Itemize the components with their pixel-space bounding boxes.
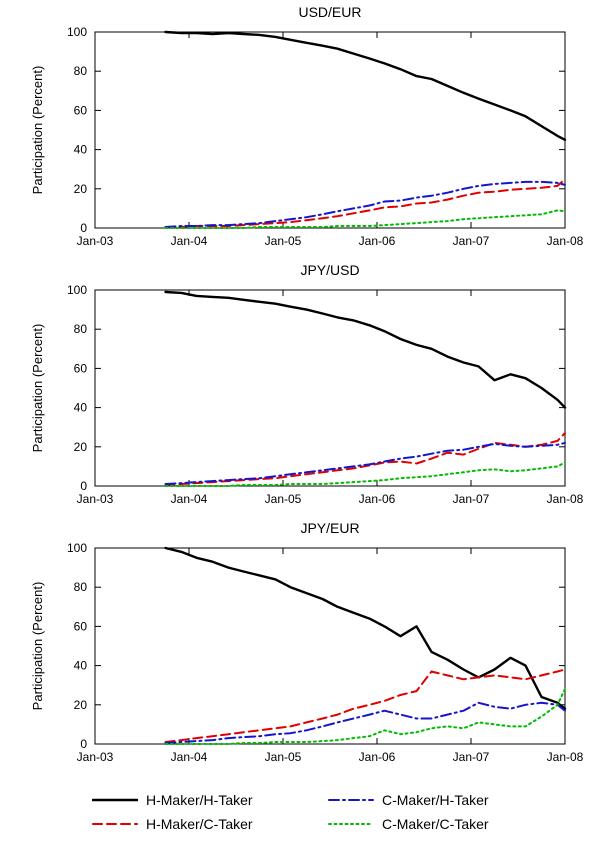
svg-text:Jan-04: Jan-04 bbox=[171, 750, 208, 764]
legend-line-c-maker-c-taker-icon bbox=[328, 823, 374, 825]
svg-text:20: 20 bbox=[74, 698, 88, 712]
svg-text:Jan-03: Jan-03 bbox=[77, 750, 114, 764]
svg-text:Jan-03: Jan-03 bbox=[77, 492, 114, 506]
chart-jpy-eur: Jan-03 Jan-04 Jan-05 Jan-06 Jan-07 Jan-08 0 20 4… bbox=[30, 520, 584, 764]
svg-text:USD/EUR: USD/EUR bbox=[298, 4, 361, 20]
svg-text:60: 60 bbox=[74, 103, 88, 117]
svg-text:0: 0 bbox=[80, 737, 87, 751]
legend-label-c-maker-c-taker: C-Maker/C-Taker bbox=[382, 816, 489, 832]
svg-text:Jan-07: Jan-07 bbox=[453, 750, 490, 764]
legend-line-h-maker-c-taker-icon bbox=[92, 823, 138, 825]
svg-text:80: 80 bbox=[74, 580, 88, 594]
svg-text:Jan-08: Jan-08 bbox=[547, 750, 584, 764]
svg-text:Participation (Percent): Participation (Percent) bbox=[30, 324, 45, 453]
svg-text:JPY/EUR: JPY/EUR bbox=[300, 520, 359, 536]
svg-text:0: 0 bbox=[80, 221, 87, 235]
legend-label-h-maker-c-taker: H-Maker/C-Taker bbox=[146, 816, 253, 832]
chart-jpy-usd: Jan-03 Jan-04 Jan-05 Jan-06 Jan-07 Jan-08 0 20 4… bbox=[30, 262, 584, 506]
legend-item-h-maker-h-taker: H-Maker/H-Taker bbox=[92, 792, 328, 808]
svg-text:100: 100 bbox=[67, 283, 87, 297]
svg-text:Jan-06: Jan-06 bbox=[359, 234, 396, 248]
svg-text:Jan-03: Jan-03 bbox=[77, 234, 114, 248]
svg-text:Jan-06: Jan-06 bbox=[359, 492, 396, 506]
svg-text:40: 40 bbox=[74, 659, 88, 673]
legend-item-h-maker-c-taker: H-Maker/C-Taker bbox=[92, 816, 328, 832]
svg-text:Jan-07: Jan-07 bbox=[453, 234, 490, 248]
svg-text:0: 0 bbox=[80, 479, 87, 493]
svg-text:Jan-08: Jan-08 bbox=[547, 492, 584, 506]
svg-text:Jan-07: Jan-07 bbox=[453, 492, 490, 506]
legend-item-c-maker-c-taker: C-Maker/C-Taker bbox=[328, 816, 564, 832]
svg-text:JPY/USD: JPY/USD bbox=[300, 262, 359, 278]
svg-text:40: 40 bbox=[74, 143, 88, 157]
chart-usd-eur: Jan-03 Jan-04 Jan-05 Jan-06 Jan-07 Jan-08 0 20 4… bbox=[30, 4, 584, 248]
svg-text:80: 80 bbox=[74, 64, 88, 78]
svg-text:20: 20 bbox=[74, 440, 88, 454]
svg-text:Participation (Percent): Participation (Percent) bbox=[30, 66, 45, 195]
svg-text:100: 100 bbox=[67, 541, 87, 555]
panel-jpy-eur: Jan-03 Jan-04 Jan-05 Jan-06 Jan-07 Jan-08 0 20 4… bbox=[0, 516, 600, 774]
svg-text:40: 40 bbox=[74, 401, 88, 415]
legend-line-c-maker-h-taker-icon bbox=[328, 799, 374, 801]
svg-text:80: 80 bbox=[74, 322, 88, 336]
svg-text:Jan-04: Jan-04 bbox=[171, 492, 208, 506]
svg-text:Jan-08: Jan-08 bbox=[547, 234, 584, 248]
legend-line-h-maker-h-taker-icon bbox=[92, 798, 138, 802]
svg-text:Jan-05: Jan-05 bbox=[265, 492, 302, 506]
legend-item-c-maker-h-taker: C-Maker/H-Taker bbox=[328, 792, 564, 808]
panel-jpy-usd: Jan-03 Jan-04 Jan-05 Jan-06 Jan-07 Jan-08 0 20 4… bbox=[0, 258, 600, 516]
svg-text:100: 100 bbox=[67, 25, 87, 39]
svg-text:60: 60 bbox=[74, 619, 88, 633]
svg-text:Jan-04: Jan-04 bbox=[171, 234, 208, 248]
svg-text:Jan-06: Jan-06 bbox=[359, 750, 396, 764]
svg-text:60: 60 bbox=[74, 361, 88, 375]
legend-label-h-maker-h-taker: H-Maker/H-Taker bbox=[146, 792, 253, 808]
legend-label-c-maker-h-taker: C-Maker/H-Taker bbox=[382, 792, 489, 808]
panel-usd-eur: Jan-03 Jan-04 Jan-05 Jan-06 Jan-07 Jan-08 0 20 4… bbox=[0, 0, 600, 258]
svg-text:Jan-05: Jan-05 bbox=[265, 234, 302, 248]
svg-text:20: 20 bbox=[74, 182, 88, 196]
legend: H-Maker/H-Taker C-Maker/H-Taker H-Maker/… bbox=[92, 788, 600, 836]
svg-text:Jan-05: Jan-05 bbox=[265, 750, 302, 764]
svg-text:Participation (Percent): Participation (Percent) bbox=[30, 582, 45, 711]
